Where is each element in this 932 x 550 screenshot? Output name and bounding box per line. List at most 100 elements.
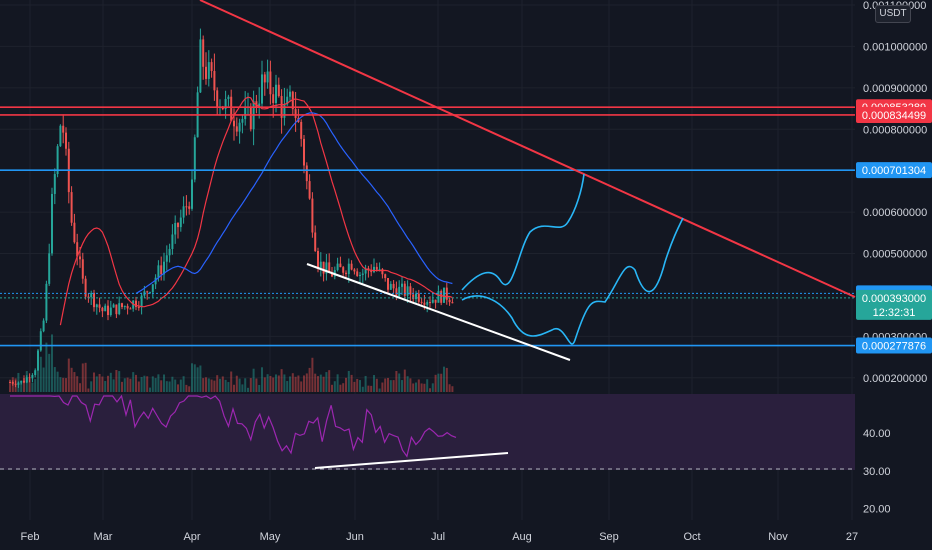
candle-body	[51, 193, 53, 254]
volume-bar	[319, 374, 322, 392]
candle-body	[37, 350, 39, 371]
candle-body	[185, 206, 188, 208]
candle-body	[53, 174, 56, 194]
candle-body	[275, 84, 277, 103]
volume-bar	[395, 371, 398, 392]
level-tag-label-1: 0.000834499	[862, 110, 926, 122]
volume-bar	[401, 380, 403, 392]
volume-bar	[440, 373, 443, 392]
volume-bar	[219, 378, 221, 392]
x-tick-2: Apr	[183, 531, 200, 543]
volume-bar	[387, 377, 389, 392]
volume-bar	[255, 378, 258, 392]
volume-bar	[398, 373, 401, 392]
candle-body	[79, 256, 81, 260]
volume-bar	[448, 384, 451, 392]
volume-bar	[263, 377, 266, 392]
volume-bar	[342, 383, 345, 392]
volume-bar	[269, 375, 272, 392]
candle-body	[90, 292, 93, 298]
candle-body	[137, 306, 140, 308]
volume-bar	[101, 376, 104, 392]
volume-bar	[157, 374, 160, 392]
volume-bars	[9, 334, 454, 392]
candle-body	[171, 234, 174, 249]
volume-bar	[143, 375, 146, 392]
volume-bar	[331, 384, 333, 392]
volume-bar	[345, 377, 347, 392]
currency-badge[interactable]: USDT	[875, 5, 911, 23]
candle-body	[98, 304, 101, 308]
rsi-tick-0: 40.00	[863, 428, 891, 440]
candle-body	[126, 305, 129, 309]
candle-body	[93, 292, 95, 308]
volume-bar	[305, 373, 308, 392]
level-tag-2	[856, 162, 932, 179]
volume-bar	[174, 379, 177, 392]
volume-bar	[76, 376, 79, 392]
volume-bar	[426, 379, 429, 392]
candle-body	[174, 222, 177, 235]
volume-bar	[115, 370, 118, 392]
volume-bar	[328, 370, 331, 392]
candle-body	[263, 74, 266, 83]
volume-bar	[188, 386, 191, 392]
countdown-label: 12:32:31	[873, 307, 916, 319]
candle-body	[350, 263, 353, 270]
volume-bar	[350, 374, 353, 392]
candle-body	[339, 263, 342, 268]
volume-bar	[177, 384, 179, 392]
candle-body	[207, 62, 210, 79]
volume-bar	[280, 369, 283, 392]
candle-body	[227, 96, 230, 100]
volume-bar	[95, 376, 98, 392]
candle-body	[165, 255, 168, 262]
rsi-band	[0, 394, 855, 470]
volume-bar	[107, 375, 109, 392]
candle-body	[101, 307, 104, 312]
candle-body	[129, 308, 132, 310]
volume-bar	[31, 382, 34, 392]
candle-body	[367, 268, 370, 271]
volume-bar	[431, 383, 434, 392]
candle-body	[291, 91, 294, 110]
x-tick-1: Mar	[94, 531, 113, 543]
x-tick-3: May	[260, 531, 281, 543]
candle-body	[213, 70, 216, 91]
candle-body	[423, 302, 426, 305]
volume-bar	[185, 384, 188, 392]
candle-body	[319, 261, 322, 269]
candle-body	[378, 269, 381, 271]
volume-bar	[381, 382, 384, 392]
candle-body	[417, 293, 420, 302]
level-tag-4	[856, 337, 932, 354]
candle-body	[25, 377, 28, 383]
candle-body	[384, 274, 387, 279]
level-tag-1	[856, 106, 932, 123]
volume-bar	[283, 374, 286, 392]
candle-body	[199, 39, 202, 93]
volume-bar	[375, 378, 378, 392]
volume-bar	[364, 375, 367, 392]
candle-body	[401, 283, 403, 287]
rsi-tick-2: 20.00	[863, 504, 891, 516]
candle-body	[151, 284, 154, 293]
candle-body	[389, 283, 392, 290]
volume-bar	[70, 367, 73, 392]
volume-bar	[182, 376, 185, 392]
candle-body	[179, 217, 182, 228]
volume-bar	[191, 363, 193, 392]
volume-bar	[81, 363, 84, 392]
candle-body	[283, 104, 286, 118]
volume-bar	[126, 377, 129, 392]
candle-body	[163, 261, 165, 275]
volume-bar	[160, 380, 163, 392]
candle-body	[235, 126, 238, 132]
volume-bar	[247, 387, 249, 392]
volume-bar	[39, 356, 42, 392]
candle-body	[216, 90, 219, 107]
candle-body	[244, 107, 247, 120]
candle-body	[272, 94, 275, 103]
candle-body	[381, 269, 384, 275]
